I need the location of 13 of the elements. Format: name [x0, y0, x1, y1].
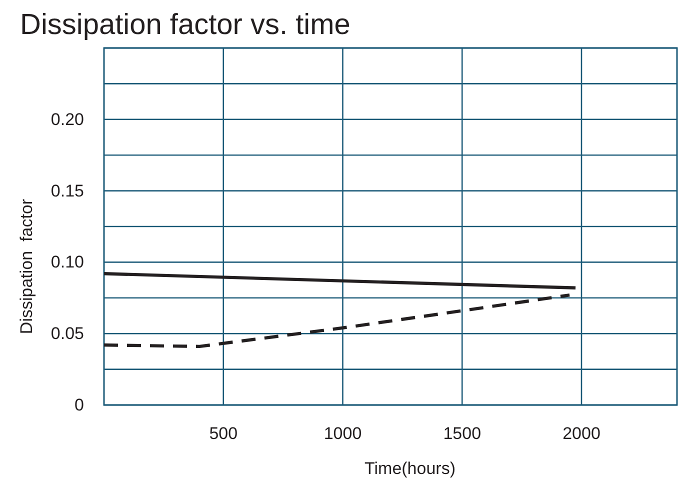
y-tick-label: 0.05 [50, 324, 84, 344]
x-axis-title: Time(hours) [364, 459, 456, 478]
y-tick-label: 0.20 [50, 110, 84, 129]
y-tick-label: 0.10 [50, 252, 84, 272]
line-series [102, 293, 572, 348]
x-tick-label: 1000 [324, 424, 362, 444]
y-tick-label: 0.15 [50, 181, 84, 200]
y-tick-label: 0 [74, 395, 84, 414]
x-tick-label: 2000 [562, 424, 600, 444]
chart-title: Dissipation factor vs. time [20, 9, 350, 41]
x-tick-label: 1500 [443, 424, 482, 444]
y-axis-title: Dissipation factor [17, 198, 36, 334]
x-tick-label: 500 [209, 424, 238, 444]
